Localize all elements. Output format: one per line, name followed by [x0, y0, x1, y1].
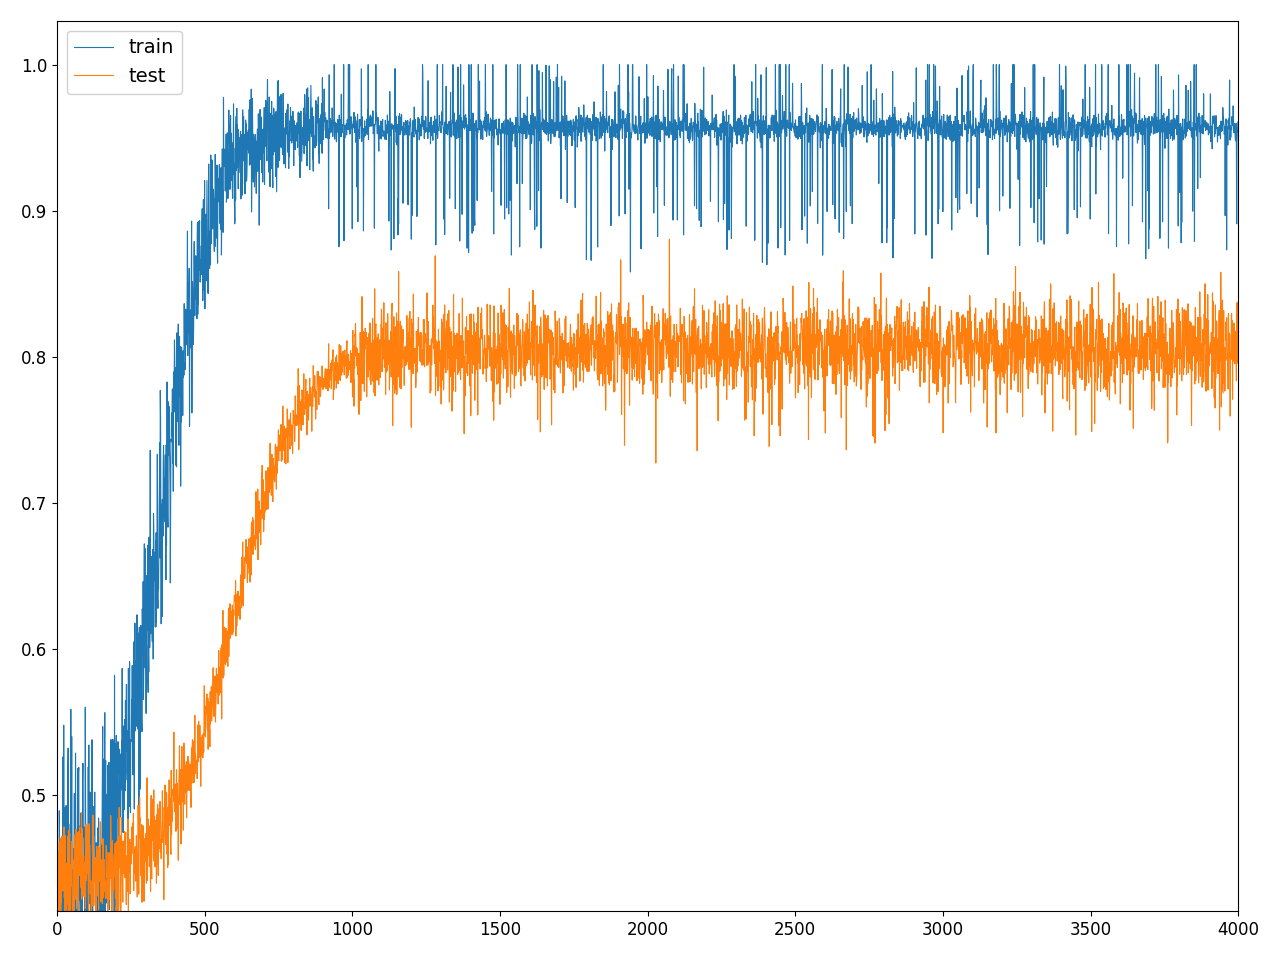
- Legend: train, test: train, test: [67, 31, 182, 94]
- test: [1135, 373, 1151, 385]
- train: [1194, 109, 1210, 121]
- train: [50, 905, 65, 917]
- train: [49, 746, 64, 757]
- Line: train: train: [56, 64, 1238, 911]
- train: [556, 113, 571, 125]
- train: [326, 59, 342, 70]
- train: [611, 129, 626, 140]
- test: [908, 343, 923, 354]
- train: [1135, 115, 1151, 127]
- Line: test: test: [56, 239, 1238, 911]
- test: [49, 822, 64, 833]
- test: [1230, 297, 1245, 308]
- train: [1230, 116, 1245, 128]
- test: [1194, 381, 1210, 393]
- test: [545, 364, 561, 375]
- test: [556, 348, 571, 359]
- train: [547, 76, 562, 87]
- train: [908, 126, 923, 137]
- test: [51, 905, 67, 917]
- test: [662, 233, 677, 245]
- test: [611, 301, 626, 313]
